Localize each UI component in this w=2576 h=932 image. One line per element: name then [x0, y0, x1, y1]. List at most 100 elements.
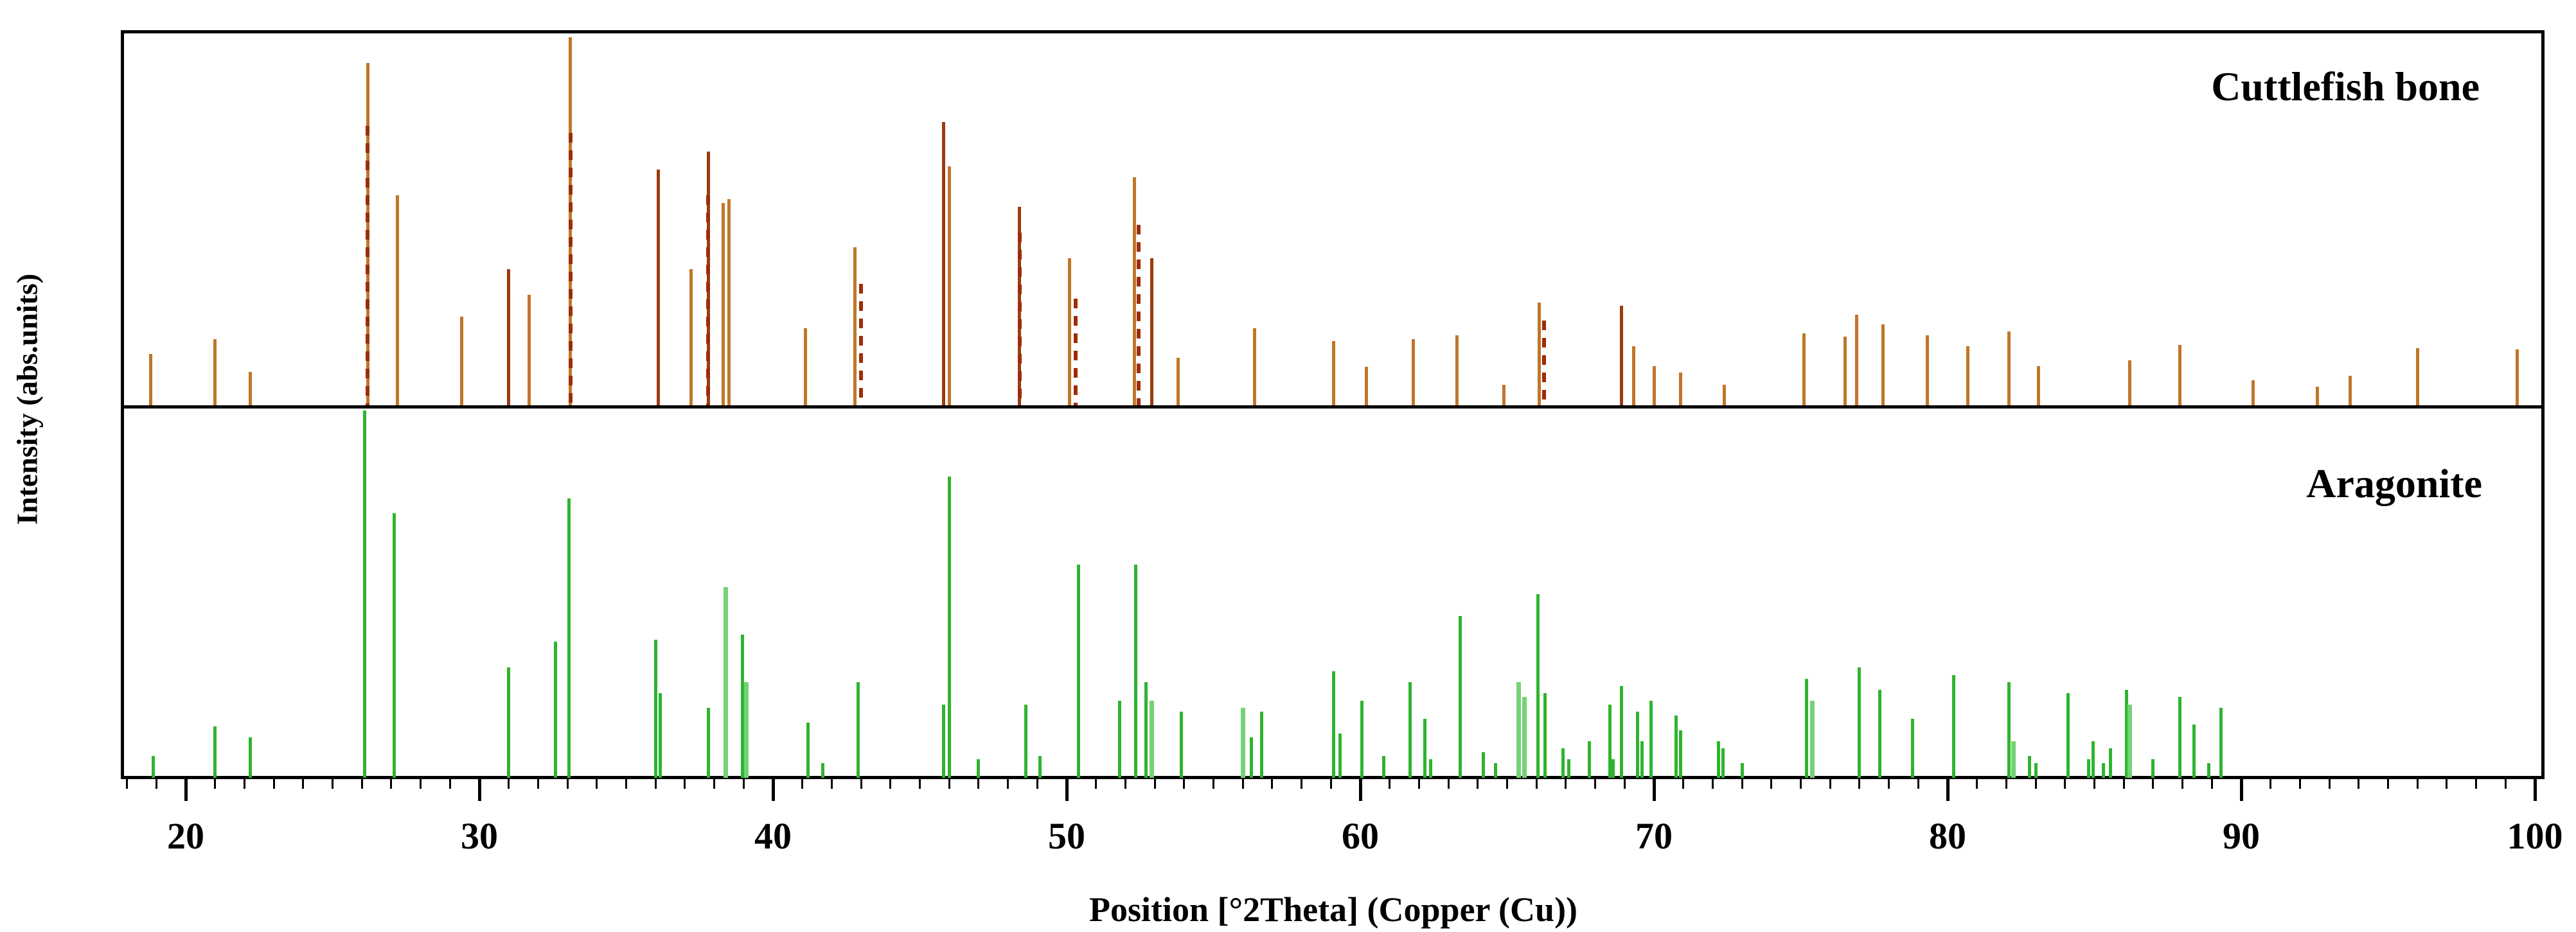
peak-stick-aragonite [1133, 565, 1137, 778]
panel-label-cuttlefish-bone: Cuttlefish bone [2211, 64, 2480, 109]
x-axis-minor-tick [1183, 779, 1186, 789]
peak-stick-aragonite [1240, 708, 1245, 778]
peak-stick-aragonite [1910, 719, 1914, 778]
peak-stick-cuttlefish [528, 295, 531, 405]
peak-stick-aragonite [2066, 693, 2070, 778]
x-axis-minor-tick [2210, 779, 2213, 789]
peak-stick-aragonite [213, 726, 217, 778]
reference-dash-stick [706, 195, 711, 405]
x-axis-minor-tick [302, 779, 305, 789]
peak-stick-aragonite [152, 756, 155, 778]
peak-stick-cuttlefish [2178, 345, 2181, 405]
x-axis-minor-tick [977, 779, 980, 789]
x-axis-minor-tick [1623, 779, 1626, 789]
peak-stick-cuttlefish [1966, 346, 1970, 405]
x-axis-minor-tick [1594, 779, 1597, 789]
peak-stick-cuttlefish [2037, 366, 2041, 405]
x-axis-minor-tick [1447, 779, 1450, 789]
peak-stick-aragonite [554, 642, 558, 778]
peak-stick-aragonite [1717, 741, 1721, 778]
x-axis-minor-tick [1976, 779, 1978, 789]
peak-stick-cuttlefish [1411, 339, 1415, 405]
peak-stick-aragonite [1423, 719, 1427, 778]
x-axis-minor-tick [1535, 779, 1538, 789]
peak-stick-aragonite [2178, 697, 2181, 778]
x-axis-tick-label: 50 [1048, 815, 1085, 857]
peak-stick-cuttlefish [2348, 376, 2352, 405]
x-axis-minor-tick [360, 779, 363, 789]
peak-stick-aragonite [1260, 712, 1264, 778]
peak-stick-cuttlefish [941, 122, 945, 405]
x-axis-minor-tick [684, 779, 686, 789]
peak-stick-aragonite [1608, 705, 1612, 778]
peak-stick-aragonite [2127, 705, 2132, 778]
x-axis-major-tick [184, 779, 188, 801]
peak-stick-aragonite [2007, 682, 2011, 778]
peak-stick-aragonite [821, 763, 825, 778]
x-axis-minor-tick [1888, 779, 1890, 789]
peak-stick-aragonite [1740, 763, 1744, 778]
reference-dash-stick [1541, 321, 1546, 405]
peak-stick-cuttlefish [1802, 333, 1806, 405]
x-axis-minor-tick [1301, 779, 1303, 789]
x-axis-minor-tick [919, 779, 921, 789]
x-axis-minor-tick [1271, 779, 1274, 789]
peak-stick-aragonite [1024, 705, 1027, 778]
peak-stick-aragonite [1636, 712, 1640, 778]
x-axis-tick-label: 80 [1929, 815, 1966, 857]
panel-label-aragonite: Aragonite [2306, 461, 2482, 506]
peak-stick-aragonite [2207, 763, 2211, 778]
x-axis-minor-tick [332, 779, 333, 789]
peak-stick-aragonite [1536, 594, 1540, 778]
peak-stick-cuttlefish [1252, 328, 1256, 405]
peak-stick-cuttlefish [1925, 335, 1929, 405]
peak-stick-cuttlefish [1068, 258, 1072, 405]
peak-stick-aragonite [1332, 671, 1336, 778]
x-axis-minor-tick [2328, 779, 2331, 789]
peak-stick-aragonite [1611, 759, 1615, 778]
peak-stick-aragonite [653, 640, 657, 778]
x-axis-minor-tick [654, 779, 657, 789]
peak-stick-cuttlefish [2251, 380, 2255, 405]
peak-stick-aragonite [2034, 763, 2038, 778]
peak-stick-aragonite [2011, 741, 2016, 778]
x-axis-minor-tick [2416, 779, 2419, 789]
x-axis-minor-tick [1917, 779, 1919, 789]
peak-stick-aragonite [1620, 686, 1624, 778]
x-axis-minor-tick [420, 779, 422, 789]
peak-stick-aragonite [706, 708, 710, 778]
x-axis-minor-tick [1329, 779, 1332, 789]
x-axis-minor-tick [508, 779, 510, 789]
peak-stick-aragonite [724, 587, 729, 778]
x-axis-tick-label: 20 [167, 815, 204, 857]
peak-stick-cuttlefish [1332, 341, 1336, 405]
x-axis-minor-tick [1389, 779, 1391, 789]
peak-stick-aragonite [363, 410, 367, 778]
x-axis-minor-tick [449, 779, 451, 789]
peak-stick-aragonite [947, 477, 951, 778]
x-axis-major-tick [1946, 779, 1950, 801]
x-axis-title: Position [°2Theta] (Copper (Cu)) [1088, 890, 1578, 929]
peak-stick-cuttlefish [507, 269, 511, 405]
peak-stick-aragonite [392, 513, 396, 778]
peak-stick-aragonite [1429, 759, 1433, 778]
reference-dash-stick [1073, 299, 1078, 405]
peak-stick-aragonite [1678, 730, 1682, 778]
x-axis-major-tick [1652, 779, 1656, 801]
peak-stick-cuttlefish [1364, 367, 1368, 405]
peak-stick-aragonite [2219, 708, 2223, 778]
peak-stick-cuttlefish [1678, 373, 1682, 405]
x-axis-minor-tick [1095, 779, 1097, 789]
x-axis-tick-label: 90 [2223, 815, 2260, 857]
peak-stick-aragonite [507, 667, 511, 778]
x-axis-minor-tick [1506, 779, 1508, 789]
peak-stick-aragonite [977, 759, 981, 778]
peak-stick-aragonite [2091, 741, 2095, 778]
x-axis-minor-tick [889, 779, 892, 789]
x-axis-minor-tick [948, 779, 950, 789]
x-axis-minor-tick [1417, 779, 1420, 789]
reference-dash-stick [859, 284, 864, 405]
x-axis-minor-tick [1565, 779, 1567, 789]
x-axis-minor-tick [1682, 779, 1685, 789]
